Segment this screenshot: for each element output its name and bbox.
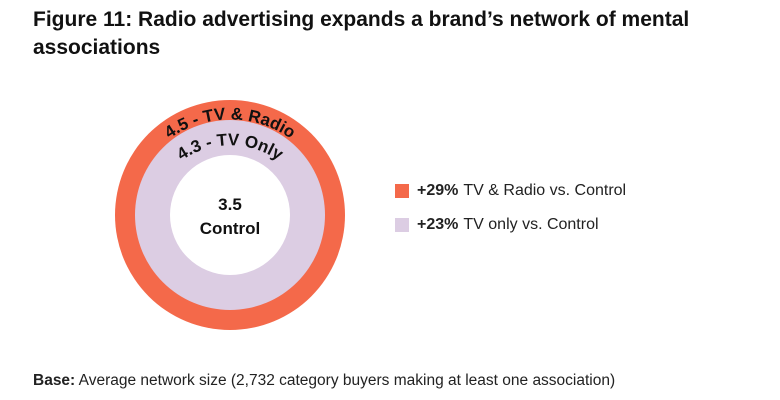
legend-text-tv-radio: TV & Radio vs. Control (463, 182, 627, 199)
legend-pct-tv-radio: +29% (417, 182, 459, 199)
legend-swatch-tv-radio (395, 184, 409, 198)
center-label: Control (200, 219, 260, 238)
center-value: 3.5 (218, 195, 242, 214)
legend: +29% TV & Radio vs. Control +23% TV only… (395, 180, 626, 248)
legend-text-tv-only: TV only vs. Control (463, 216, 599, 233)
base-text: Average network size (2,732 category buy… (78, 372, 616, 389)
chart-title: Figure 11: Radio advertising expands a b… (33, 8, 690, 59)
base-note: Base: Average network size (2,732 catego… (33, 372, 615, 390)
legend-item-tv-only: +23% TV only vs. Control (395, 214, 626, 236)
legend-item-tv-radio: +29% TV & Radio vs. Control (395, 180, 626, 202)
legend-pct-tv-only: +23% (417, 216, 459, 233)
base-label: Base: (33, 372, 76, 389)
ring-control (170, 155, 290, 275)
legend-swatch-tv-only (395, 218, 409, 232)
